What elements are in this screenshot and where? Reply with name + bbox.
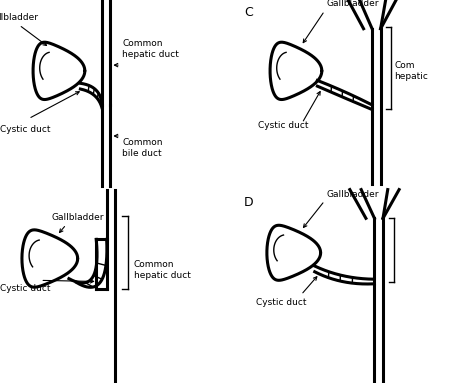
Text: Gallbladder: Gallbladder: [51, 213, 104, 222]
Text: Common
bile duct: Common bile duct: [122, 138, 163, 158]
Text: D: D: [244, 196, 254, 209]
Text: Gallbladder: Gallbladder: [326, 0, 379, 8]
Text: Cystic duct: Cystic duct: [256, 298, 307, 307]
Text: Common
hepatic duct: Common hepatic duct: [134, 260, 191, 280]
Text: Gallbladder: Gallbladder: [326, 190, 379, 199]
Text: C: C: [244, 6, 253, 19]
Text: llbladder: llbladder: [0, 13, 37, 22]
Text: Cystic duct: Cystic duct: [0, 284, 51, 293]
Text: Cystic duct: Cystic duct: [258, 121, 309, 130]
Text: Com
hepatic: Com hepatic: [394, 61, 428, 81]
Text: Common
hepatic duct: Common hepatic duct: [122, 39, 179, 59]
Text: Cystic duct: Cystic duct: [0, 125, 51, 134]
